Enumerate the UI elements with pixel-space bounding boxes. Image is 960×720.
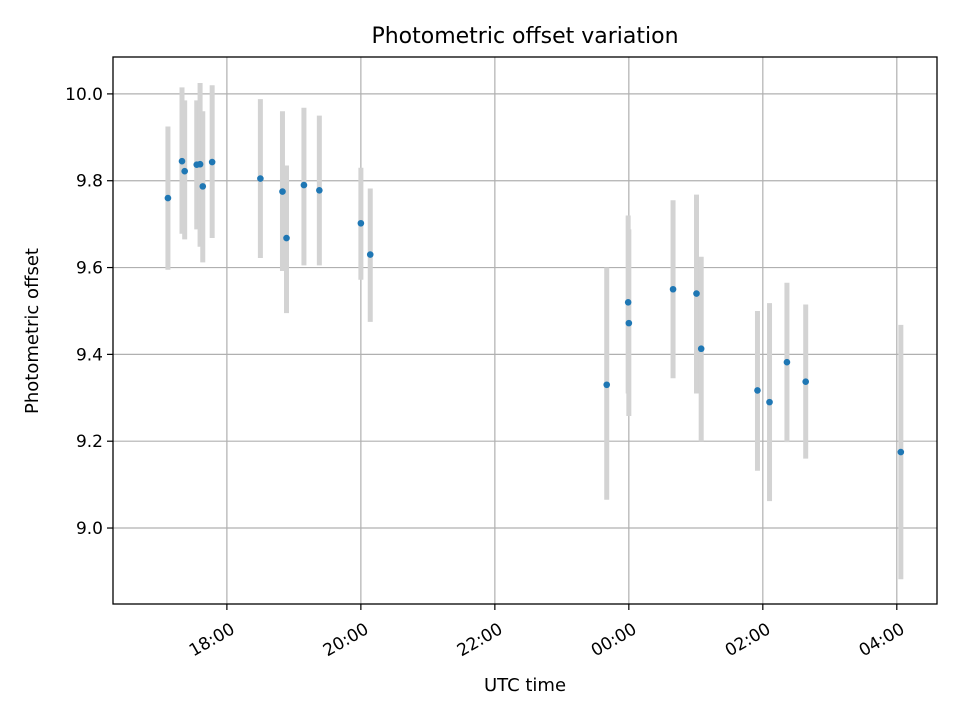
y-tick-label: 9.6 [76, 259, 103, 279]
plot-area-frame [112, 56, 938, 605]
y-tick-label: 9.8 [76, 172, 103, 192]
data-point [783, 358, 791, 366]
data-point [603, 381, 611, 389]
chart-title: Photometric offset variation [371, 24, 678, 49]
data-point [316, 186, 323, 194]
data-point [196, 160, 204, 168]
y-tick-label: 10.0 [65, 85, 103, 105]
y-tick-label: 9.0 [76, 519, 103, 539]
data-point [164, 194, 172, 202]
point-layer [164, 157, 905, 456]
data-point [181, 167, 188, 175]
data-point [357, 219, 365, 227]
data-point [199, 183, 207, 190]
y-tick-label: 9.2 [76, 432, 103, 452]
data-point [766, 398, 773, 406]
data-point [279, 188, 286, 195]
y-axis-label: Photometric offset [22, 248, 43, 414]
data-point [693, 290, 700, 297]
data-point [208, 158, 216, 166]
data-point [802, 378, 809, 386]
data-point [366, 251, 374, 258]
data-point [669, 285, 677, 293]
data-point [257, 175, 264, 182]
data-point [897, 448, 905, 456]
y-tick-label: 9.4 [76, 345, 103, 365]
data-point [624, 298, 632, 306]
x-axis-label: UTC time [484, 675, 566, 696]
grid-layer [113, 57, 937, 604]
data-point [625, 319, 633, 327]
data-point [300, 181, 308, 189]
data-point [697, 345, 705, 353]
data-point [754, 387, 761, 394]
data-point [283, 234, 290, 242]
data-point [178, 157, 186, 165]
